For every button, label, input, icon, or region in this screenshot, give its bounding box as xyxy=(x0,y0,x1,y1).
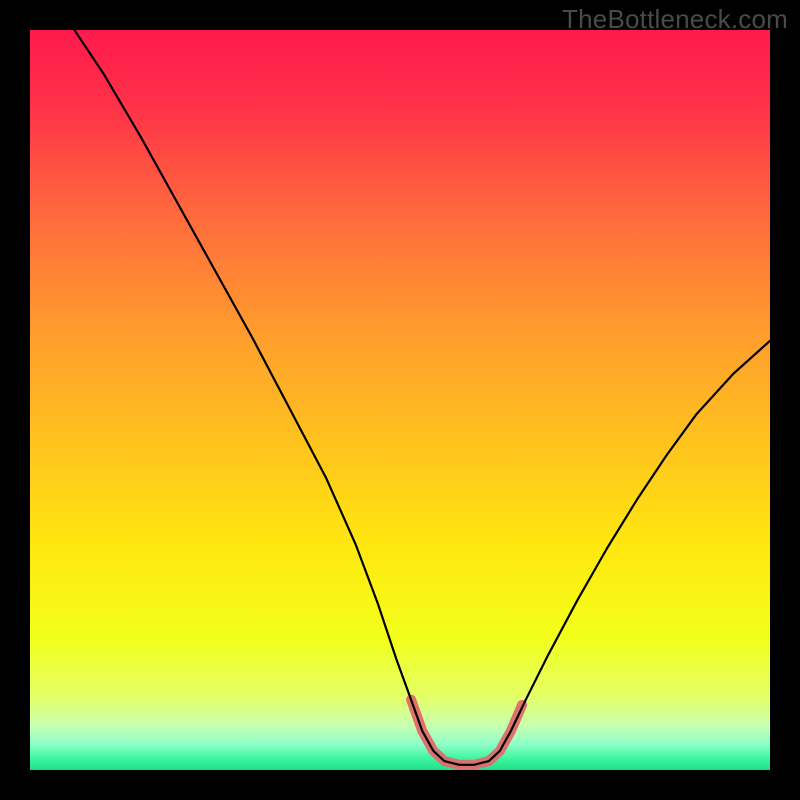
gradient-background xyxy=(30,30,770,770)
bottleneck-chart-svg xyxy=(30,30,770,770)
watermark-text: TheBottleneck.com xyxy=(562,4,788,35)
chart-frame: TheBottleneck.com xyxy=(0,0,800,800)
plot-area xyxy=(30,30,770,770)
